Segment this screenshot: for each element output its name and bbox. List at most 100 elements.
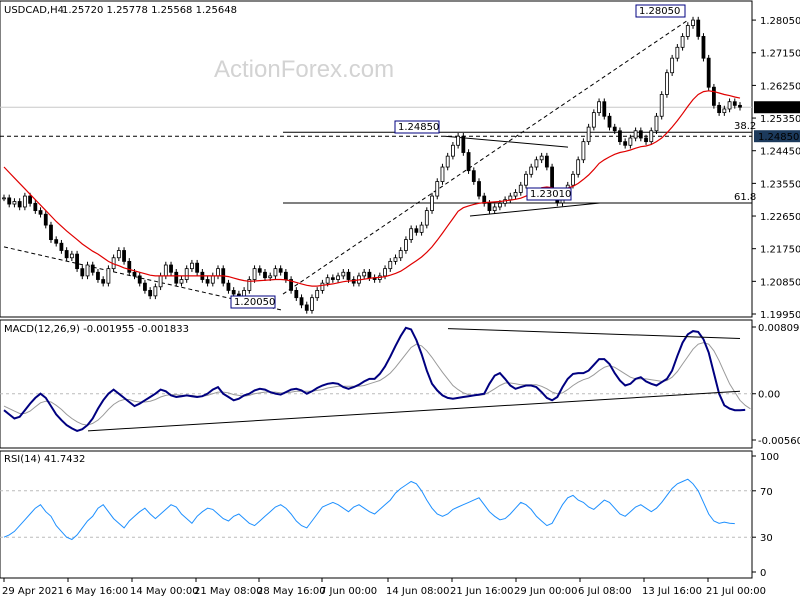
- candle-body: [336, 275, 340, 280]
- candle-body: [216, 268, 220, 277]
- price-annotation-box: [394, 120, 440, 134]
- candle-body: [184, 268, 189, 280]
- x-tick-label: 28 May 16:00: [257, 586, 326, 597]
- candle-body: [80, 268, 85, 277]
- candle-body: [612, 126, 617, 132]
- candle-body: [513, 192, 518, 197]
- candle-body: [435, 181, 440, 197]
- candle-body: [137, 275, 142, 284]
- candle-body: [393, 257, 398, 262]
- candle-body: [597, 101, 601, 114]
- candle-body: [7, 197, 12, 205]
- price-annotation: 1.24850: [398, 122, 439, 133]
- candle-body: [367, 271, 372, 279]
- candle-body: [351, 279, 356, 284]
- price-annotation: 1.28050: [639, 6, 680, 17]
- candle-body: [529, 166, 534, 175]
- price-annotation-box: [230, 295, 276, 309]
- candle-body: [383, 268, 387, 277]
- candle-body: [430, 195, 434, 211]
- candle-body: [717, 104, 722, 114]
- current-price-tag-box: [754, 101, 800, 114]
- x-tick-label: 29 Apr 2021: [2, 586, 64, 597]
- price-drawings: 38.2 61.8: [0, 19, 756, 311]
- candle-body: [518, 184, 523, 193]
- candle-body: [456, 135, 461, 146]
- candle-body: [644, 137, 648, 143]
- candle-body: [654, 115, 659, 132]
- candle-body: [492, 206, 497, 211]
- candle-body: [289, 279, 293, 291]
- candle-body: [341, 271, 346, 277]
- rsi-tick-label: 70: [760, 487, 773, 498]
- price-tick-label: 1.27150: [760, 49, 800, 60]
- candle-body: [346, 271, 351, 280]
- candle-body: [210, 275, 215, 284]
- price-tick-label: 1.26250: [760, 81, 800, 92]
- candle-body: [252, 268, 257, 280]
- candle-body: [179, 279, 184, 284]
- rsi-tick-label: 30: [760, 533, 773, 544]
- candle-body: [310, 297, 314, 311]
- candle-body: [75, 253, 79, 270]
- price-tick-label: 1.21750: [760, 245, 800, 256]
- candle-body: [414, 228, 419, 233]
- candle-body: [712, 86, 716, 106]
- candle-body: [174, 271, 179, 284]
- candle-body: [127, 260, 132, 273]
- rsi-panel: [0, 450, 753, 579]
- price-tick-label: 1.28050: [760, 16, 800, 27]
- candle-body: [325, 277, 330, 284]
- candle-body: [257, 268, 262, 273]
- candle-body: [122, 250, 126, 262]
- candle-body: [451, 144, 455, 157]
- candle-body: [524, 173, 528, 186]
- candle-body: [539, 155, 544, 161]
- x-tick-label: 6 Jul 08:00: [578, 586, 632, 597]
- macd-tick-label: 0.008091: [758, 323, 800, 334]
- candle-body: [649, 130, 654, 143]
- candle-body: [59, 242, 64, 251]
- candle-body: [54, 239, 59, 244]
- macd-trendline-upper: [447, 328, 741, 339]
- support-price-tag-box: [754, 130, 800, 143]
- candle-body: [163, 264, 168, 277]
- candle-body: [263, 271, 267, 279]
- candle-body: [665, 72, 669, 95]
- candle-body: [706, 57, 711, 88]
- rsi-line: [3, 478, 735, 541]
- candle-body: [670, 57, 675, 74]
- candle-body: [409, 228, 414, 241]
- candle-body: [680, 36, 685, 48]
- candle-body: [106, 268, 111, 284]
- watermark: ActionForex.com: [214, 56, 394, 83]
- candle-body: [618, 130, 622, 143]
- candle-body: [330, 277, 335, 280]
- candle-body: [158, 275, 163, 288]
- x-tick-label: 21 Jul 00:00: [706, 586, 766, 597]
- rsi-lines: 100 70 30 0: [0, 452, 779, 579]
- candle-body: [571, 173, 575, 186]
- candle-body: [591, 112, 596, 128]
- price-annotation: 1.23010: [530, 189, 571, 200]
- candle-body: [508, 195, 513, 201]
- candle-body: [581, 141, 586, 161]
- candle-body: [116, 250, 121, 259]
- candle-body: [471, 170, 476, 182]
- candle-body: [132, 271, 137, 277]
- candle-body: [90, 264, 95, 273]
- candle-body: [283, 271, 288, 280]
- candle-body: [49, 224, 53, 241]
- candle-body: [294, 290, 299, 299]
- moving-average: [3, 90, 741, 287]
- macd-line: [3, 326, 746, 432]
- candle-body: [586, 126, 591, 143]
- candle-body: [195, 262, 200, 273]
- x-tick-label: 13 Jul 16:00: [642, 586, 702, 597]
- candle-body: [28, 195, 32, 204]
- candle-body: [576, 159, 581, 175]
- x-tick-label: 21 May 08:00: [194, 586, 263, 597]
- candle-body: [17, 201, 22, 208]
